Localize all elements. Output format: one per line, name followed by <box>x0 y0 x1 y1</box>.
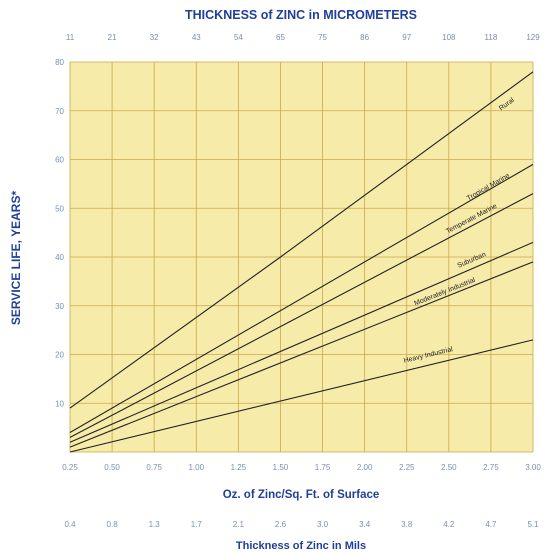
bottom-ticks-label: 4.2 <box>443 520 455 529</box>
y-axis-title: SERVICE LIFE, YEARS* <box>9 191 23 326</box>
x-ticks-label: 0.75 <box>146 463 162 472</box>
y-tick-label: 10 <box>55 399 64 408</box>
top-ticks-label: 43 <box>192 33 201 42</box>
bottom-ticks-label: 5.1 <box>527 520 539 529</box>
series-line-0 <box>69 71 534 409</box>
x-ticks-label: 2.75 <box>483 463 499 472</box>
y-tick-label: 40 <box>55 253 64 262</box>
x-ticks-label: 1.75 <box>315 463 331 472</box>
series-line-2 <box>69 193 534 438</box>
y-tick-label: 50 <box>55 204 64 213</box>
top-axis-title: THICKNESS of ZINC in MICROMETERS <box>185 8 417 22</box>
x-ticks-label: 1.00 <box>188 463 204 472</box>
x-ticks-label: 2.00 <box>357 463 373 472</box>
x-ticks-label: 1.25 <box>231 463 247 472</box>
bottom-ticks-label: 4.7 <box>485 520 497 529</box>
x-axis-title: Oz. of Zinc/Sq. Ft. of Surface <box>223 489 380 501</box>
bottom-ticks-label: 0.8 <box>107 520 119 529</box>
x-ticks-label: 0.25 <box>62 463 78 472</box>
top-ticks-label: 32 <box>150 33 159 42</box>
x-axis-ticks: 0.25 0.50 0.75 1.00 1.25 1.50 1.75 2.00 2.25 2.50… <box>62 463 541 472</box>
x-ticks-label: 2.25 <box>399 463 415 472</box>
top-axis-ticks: 11 21 32 43 54 65 75 86 97 108 118 129 <box>66 33 540 42</box>
bottom-axis-ticks: 0.4 0.8 1.3 1.7 2.1 2.6 3.0 3.4 3.8 4.2 4.7 5.1 <box>64 520 539 529</box>
top-ticks-label: 54 <box>234 33 243 42</box>
top-ticks-label: 75 <box>318 33 327 42</box>
bottom-ticks-label: 3.4 <box>359 520 371 529</box>
bottom-ticks-label: 3.0 <box>317 520 329 529</box>
bottom-axis-title: Thickness of Zinc in Mils <box>236 540 366 552</box>
y-tick-label: 20 <box>55 351 64 360</box>
x-ticks-label: 0.50 <box>104 463 120 472</box>
bottom-ticks-label: 2.1 <box>233 520 245 529</box>
series-line-1 <box>69 163 534 433</box>
bottom-ticks-label: 1.3 <box>149 520 161 529</box>
top-ticks-label: 11 <box>66 33 75 42</box>
top-ticks-label: 108 <box>442 33 456 42</box>
series-line-4 <box>69 261 534 448</box>
y-tick-label: 60 <box>55 156 64 165</box>
top-ticks-label: 97 <box>402 33 411 42</box>
top-ticks-label: 65 <box>276 33 285 42</box>
series-line-5 <box>69 339 534 453</box>
bottom-ticks-label: 0.4 <box>64 520 76 529</box>
top-ticks-label: 129 <box>526 33 540 42</box>
top-ticks-label: 86 <box>360 33 369 42</box>
series-line-3 <box>69 241 534 443</box>
x-ticks-label: 2.50 <box>441 463 457 472</box>
bottom-ticks-label: 1.7 <box>191 520 203 529</box>
bottom-ticks-label: 3.8 <box>401 520 413 529</box>
y-tick-label: 70 <box>55 107 64 116</box>
x-ticks-label: 3.00 <box>525 463 541 472</box>
series-layer <box>69 71 534 453</box>
bottom-ticks-label: 2.6 <box>275 520 287 529</box>
y-axis-ticks: 10 20 30 40 50 60 70 80 <box>55 58 64 408</box>
y-tick-label: 30 <box>55 302 64 311</box>
top-ticks-label: 118 <box>485 33 498 42</box>
top-ticks-label: 21 <box>108 33 117 42</box>
y-tick-label: 80 <box>55 58 64 67</box>
x-ticks-label: 1.50 <box>273 463 289 472</box>
